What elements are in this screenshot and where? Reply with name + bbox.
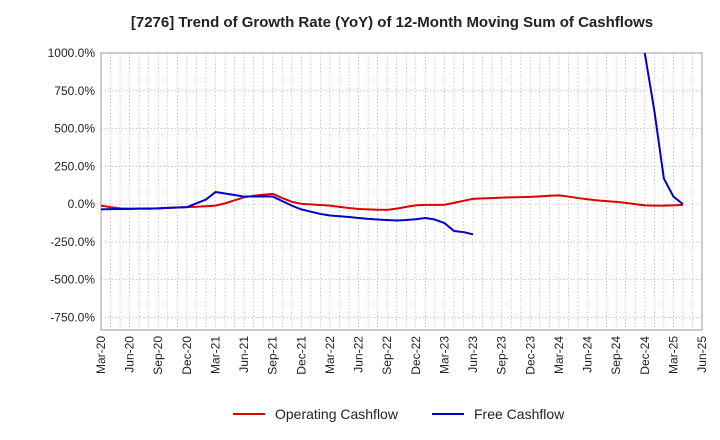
x-tick-label: Jun-23 [466,336,480,373]
y-tick-label: -750.0% [50,310,95,324]
x-tick-label: Mar-24 [552,336,566,374]
series-line-free-cashflow [101,53,684,236]
x-tick-label: Dec-23 [523,336,537,375]
legend: Operating Cashflow Free Cashflow [233,406,565,422]
y-tick-label: 1000.0% [48,46,96,60]
x-tick-label: Jun-21 [237,336,251,373]
x-tick-label: Dec-22 [409,336,423,375]
x-tick-label: Dec-24 [638,336,652,375]
x-tick-label: Sep-22 [380,336,394,375]
y-tick-label: -500.0% [50,273,95,287]
legend-label-operating-cashflow: Operating Cashflow [275,406,399,422]
x-tick-label: Sep-23 [495,336,509,375]
x-tick-label: Mar-22 [323,336,337,374]
y-axis: 1000.0% 750.0% 500.0% 250.0% 0.0% -250.0% -500… [48,46,96,324]
y-tick-label: 250.0% [54,159,95,173]
series-line-operating-cashflow [101,192,683,211]
x-tick-label: Sep-21 [266,336,280,375]
grid [101,53,702,330]
series-layer [101,53,684,236]
chart-title: [7276] Trend of Growth Rate (YoY) of 12-… [131,14,653,31]
x-tick-label: Dec-21 [294,336,308,375]
y-tick-label: 750.0% [54,84,95,98]
x-tick-label: Dec-20 [180,336,194,375]
x-tick-label: Mar-25 [666,336,680,374]
x-tick-label: Jun-20 [123,336,137,373]
y-tick-label: -250.0% [50,235,95,249]
y-tick-label: 500.0% [54,122,95,136]
x-tick-label: Sep-20 [151,336,165,375]
x-tick-label: Mar-23 [437,336,451,374]
x-axis: Mar-20 Jun-20 Sep-20 Dec-20 Mar-21 Jun-21 Sep-… [94,336,709,375]
y-tick-label: 0.0% [68,197,96,211]
x-tick-label: Mar-20 [94,336,108,374]
x-tick-label: Jun-25 [695,336,709,373]
x-tick-label: Mar-21 [208,336,222,374]
x-tick-label: Jun-22 [352,336,366,373]
x-tick-label: Sep-24 [609,336,623,375]
legend-label-free-cashflow: Free Cashflow [474,406,565,422]
plot-area [100,52,703,331]
x-tick-label: Jun-24 [581,336,595,373]
